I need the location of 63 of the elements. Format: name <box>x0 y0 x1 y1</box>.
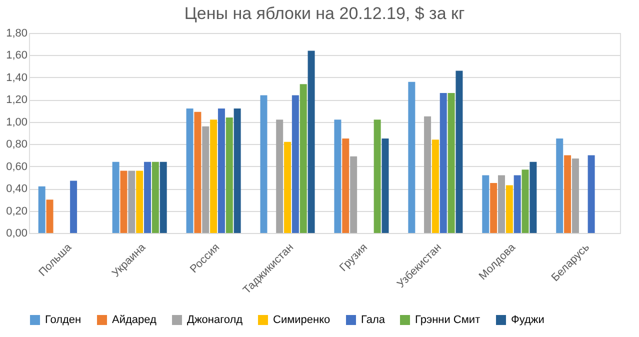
bar <box>300 84 307 233</box>
legend-label: Джонаголд <box>187 314 244 326</box>
bar <box>234 108 241 233</box>
y-tick-label: 0,60 <box>6 160 28 173</box>
bar <box>490 183 498 233</box>
bar <box>572 158 579 233</box>
bar <box>382 138 389 233</box>
y-tick-label: 1,00 <box>6 116 28 128</box>
bar <box>556 138 564 233</box>
y-tick-label: 0,40 <box>6 183 28 196</box>
legend-label: Айдаред <box>112 314 158 326</box>
bar <box>210 120 218 233</box>
bar <box>112 162 120 233</box>
bar <box>194 112 202 233</box>
legend-label: Голден <box>45 314 82 326</box>
bar <box>456 70 463 233</box>
bar <box>152 162 159 233</box>
y-tick-label: 1,60 <box>6 50 28 62</box>
bar <box>226 117 233 233</box>
bar <box>374 120 381 233</box>
bar <box>292 95 299 233</box>
bar <box>564 155 572 233</box>
bar <box>46 200 54 233</box>
bar <box>588 155 595 233</box>
bar <box>432 140 439 233</box>
bar <box>350 156 358 233</box>
bar <box>260 95 268 233</box>
legend-label: Гала <box>361 314 386 326</box>
bar <box>514 175 521 233</box>
chart-title: Цены на яблоки на 20.12.19, $ за кг <box>184 4 465 23</box>
bar <box>276 120 284 233</box>
y-tick-label: 0,80 <box>6 138 28 151</box>
y-tick-label: 0,20 <box>6 205 28 218</box>
bar <box>498 175 505 233</box>
bar <box>440 93 447 233</box>
bar <box>144 162 152 233</box>
legend-label: Симиренко <box>273 314 330 326</box>
legend-label: Грэнни Смит <box>415 314 480 326</box>
bar <box>160 162 167 233</box>
bar <box>408 82 416 233</box>
bar <box>506 185 513 233</box>
bar <box>482 175 490 233</box>
bar <box>70 180 78 233</box>
bar <box>448 93 455 233</box>
y-tick-label: 0,00 <box>6 228 28 240</box>
bar <box>186 108 194 233</box>
bar <box>284 142 292 233</box>
bar <box>334 120 342 233</box>
y-tick-label: 1,40 <box>6 72 28 84</box>
legend-label: Фуджи <box>511 314 544 326</box>
bar <box>38 186 46 233</box>
bar <box>120 170 128 233</box>
bar <box>128 170 136 233</box>
bar <box>218 108 225 233</box>
bar <box>202 126 210 233</box>
bar <box>342 138 350 233</box>
bar <box>424 116 432 233</box>
y-tick-label: 1,80 <box>6 28 28 40</box>
bar <box>530 162 537 233</box>
y-tick-label: 1,20 <box>6 94 28 106</box>
bar <box>522 170 529 233</box>
bar <box>308 50 315 233</box>
bar <box>136 170 144 233</box>
